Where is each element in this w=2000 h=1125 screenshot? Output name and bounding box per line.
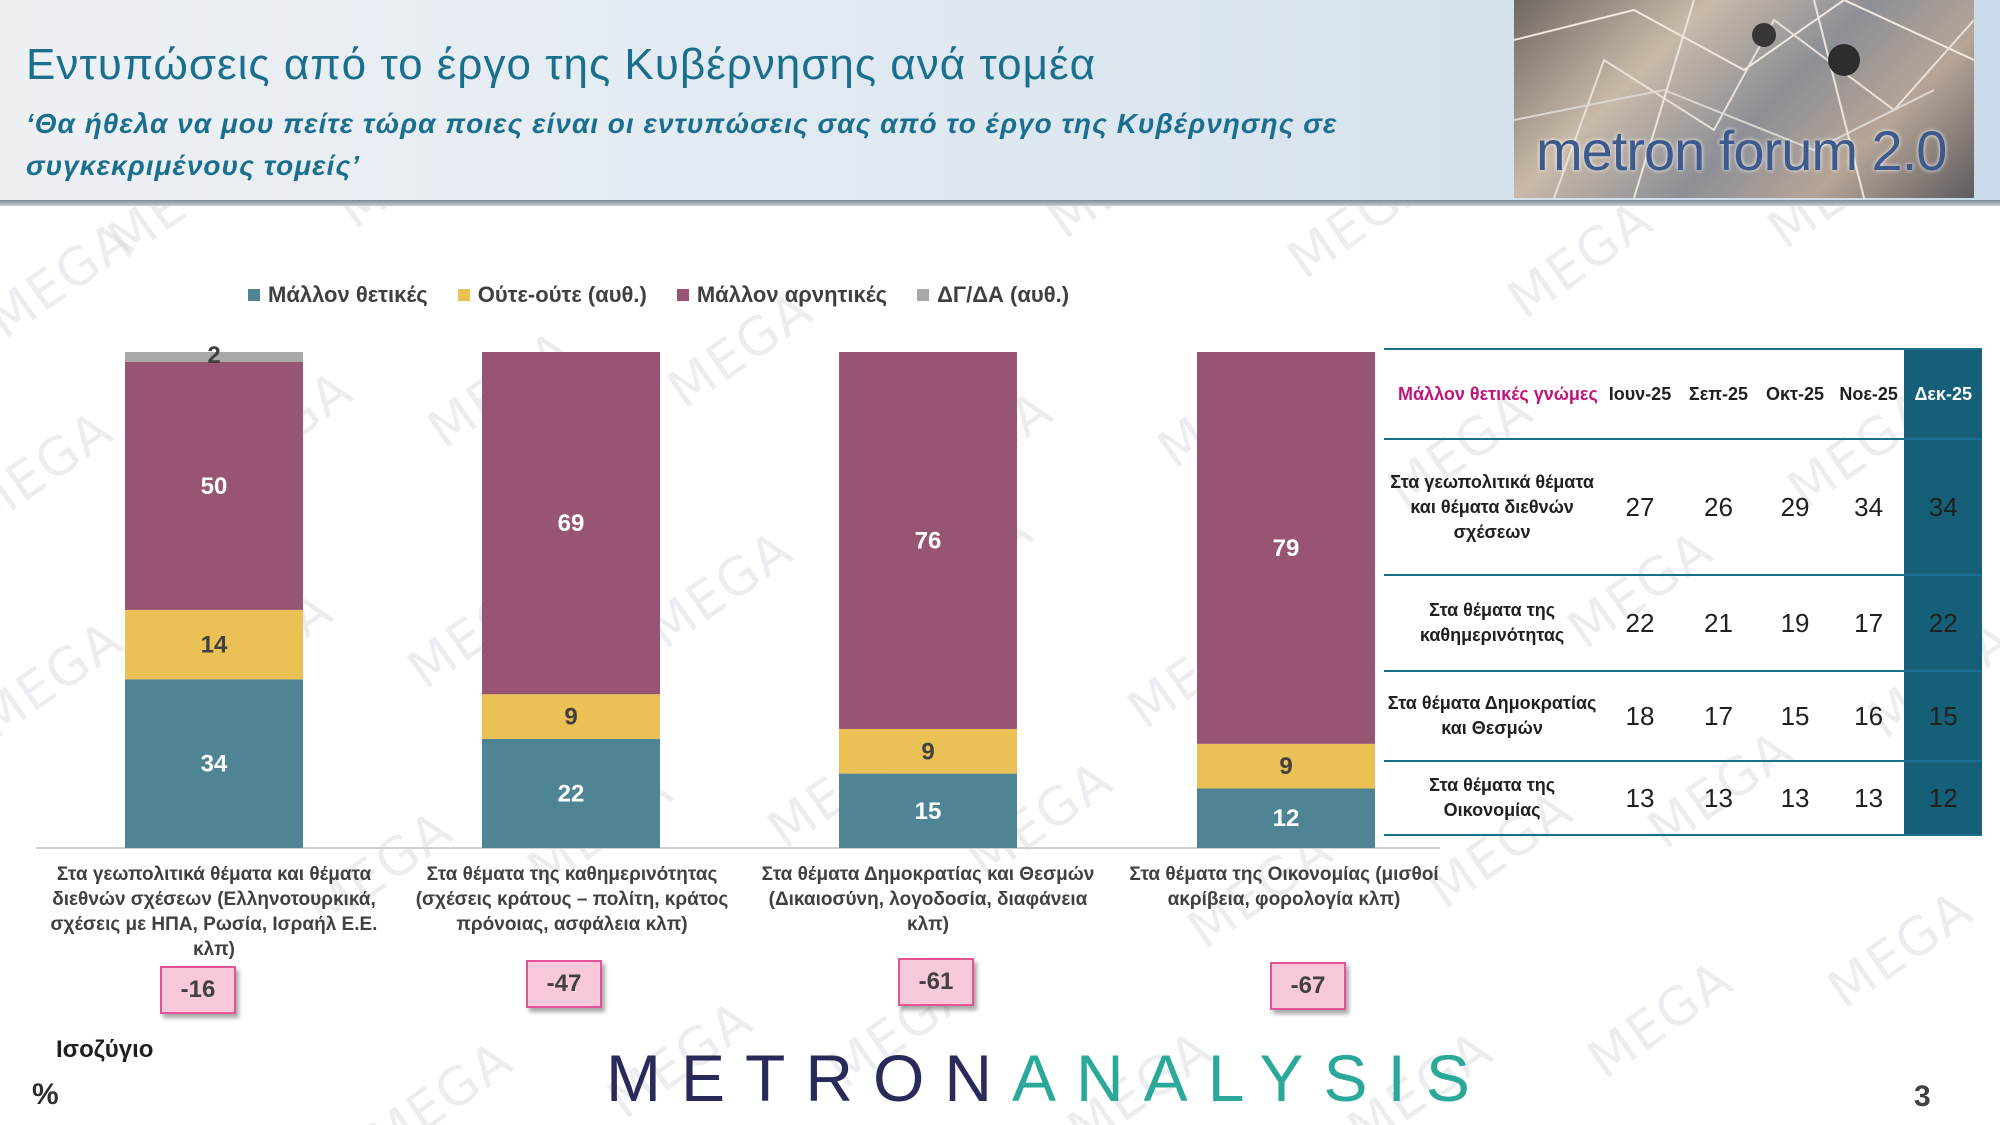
trend-cell: 19 [1757,575,1833,672]
table-row: Στα γεωπολιτικά θέματα και θέματα διεθνώ… [1384,439,1982,576]
trend-cell-latest: 34 [1904,439,1982,576]
logo-text: metron forum 2.0 [1536,119,1947,182]
trend-cell-latest: 12 [1904,761,1982,836]
category-label-everyday: Στα θέματα της καθημερινότητας (σχέσεις … [415,864,729,935]
category-label-democracy: Στα θέματα Δημοκρατίας και Θεσμών (Δικαι… [761,864,1095,935]
trend-cell: 17 [1679,671,1758,762]
table-row: Στα θέματα Δημοκρατίας και Θεσμών 18 17 … [1384,671,1982,762]
legend-item-neutral: Ούτε-ούτε (αυθ.) [457,282,647,308]
bar-data-label: 69 [558,510,585,537]
bar-segment [839,352,1017,729]
legend-label-neutral: Ούτε-ούτε (αυθ.) [477,282,647,307]
trend-row-label: Στα θέματα Δημοκρατίας και Θεσμών [1384,671,1601,762]
logo-geometric-pattern [1514,0,1974,198]
trend-cell: 15 [1757,671,1833,762]
trend-cell: 18 [1600,671,1680,762]
legend-swatch-neutral [457,289,470,301]
trend-cell: 13 [1679,761,1758,836]
bar-data-label: 12 [1273,805,1300,832]
bar-data-label: 9 [921,738,934,765]
trend-table: Μάλλον θετικές γνώμες Ιουν-25 Σεπ-25 Οκτ… [1384,348,1982,836]
bar-segment [1197,788,1375,848]
bar-data-label: 14 [201,632,228,659]
trend-row-label: Στα θέματα της Οικονομίας [1384,761,1601,836]
bar-data-label: 9 [564,704,577,731]
brand-part-2: ANALYSIS [1011,1041,1490,1115]
brand-part-1: METRON [606,1041,1012,1115]
bar-segment [125,352,303,362]
balance-box-everyday: -47 [526,960,602,1008]
trend-col-oct: Οκτ-25 [1757,348,1833,440]
trend-col-nov: Νοε-25 [1832,348,1905,440]
category-label-economy: Στα θέματα της Οικονομίας (μισθοί ακρίβε… [1129,864,1439,910]
bar-data-label: 22 [558,780,585,807]
bar-segment [1197,352,1375,744]
category-label-geopolitics: Στα γεωπολιτικά θέματα και θέματα διεθνώ… [50,864,378,960]
percent-unit-label: % [32,1078,59,1111]
bar-data-label: 50 [201,473,228,500]
legend-swatch-dk [917,289,930,301]
bar-segment [482,738,660,848]
bar-data-label: 9 [1279,753,1292,780]
trend-cell: 17 [1832,575,1905,672]
bar-data-label: 15 [915,798,942,825]
page-title: Εντυπώσεις από το έργο της Κυβέρνησης αν… [26,40,1097,89]
bar-data-label: 34 [201,751,228,778]
bar-data-label: 79 [1273,535,1300,562]
trend-col-jun: Ιουν-25 [1600,348,1680,440]
trend-cell: 22 [1600,575,1680,672]
trend-cell: 26 [1679,439,1758,576]
balance-box-economy: -67 [1270,962,1346,1010]
table-row: Στα θέματα της Οικονομίας 13 13 13 13 12 [1384,761,1982,836]
legend-swatch-positive [248,289,260,301]
trend-row-label: Στα θέματα της καθημερινότητας [1384,575,1601,672]
balance-title: Ισοζύγιο [56,1036,154,1063]
trend-cell-latest: 15 [1904,671,1982,762]
bar-segment [839,773,1017,848]
header-divider [0,200,2000,206]
balance-box-democracy: -61 [898,958,974,1006]
bar-data-label: 2 [207,342,220,369]
trend-cell: 13 [1832,761,1905,836]
page-number: 3 [1914,1080,1931,1113]
bar-segment [482,352,660,695]
balance-box-geopolitics: -16 [160,966,236,1014]
trend-cell: 16 [1832,671,1905,762]
legend-label-negative: Μάλλον αρνητικές [696,282,888,307]
page-subtitle: ‘Θα ήθελα να μου πείτε τώρα ποιες είναι … [26,108,1338,181]
bar-segment [839,728,1017,774]
table-row: Στα θέματα της καθημερινότητας 22 21 19 … [1384,575,1982,672]
bar-segment [1197,743,1375,789]
trend-table-corner: Μάλλον θετικές γνώμες [1384,348,1601,440]
legend-label-dk: ΔΓ/ΔΑ (αυθ.) [937,282,1070,307]
legend-item-positive: Μάλλον θετικές [248,282,428,308]
bar-segment [125,361,303,610]
trend-cell-latest: 22 [1904,575,1982,672]
trend-cell: 13 [1757,761,1833,836]
legend-item-negative: Μάλλον αρνητικές [676,282,888,308]
trend-cell: 21 [1679,575,1758,672]
bar-segment [125,679,303,848]
trend-cell: 29 [1757,439,1833,576]
trend-col-sep: Σεπ-25 [1679,348,1758,440]
legend-item-dk: ΔΓ/ΔΑ (αυθ.) [917,282,1069,308]
bar-segment [125,609,303,680]
metron-analysis-logo: METRONANALYSIS [606,1040,1490,1116]
trend-cell: 13 [1600,761,1680,836]
metron-forum-logo: metron forum 2.0 [1514,0,1974,198]
trend-table-corner-label: Μάλλον θετικές γνώμες [1398,384,1598,404]
bar-segment [482,694,660,739]
trend-row-label: Στα γεωπολιτικά θέματα και θέματα διεθνώ… [1384,439,1601,576]
trend-col-dec: Δεκ-25 [1904,348,1982,440]
legend-swatch-negative [676,289,689,301]
bar-data-label: 76 [915,527,942,554]
trend-table-header: Μάλλον θετικές γνώμες Ιουν-25 Σεπ-25 Οκτ… [1384,348,1982,440]
trend-cell: 27 [1600,439,1680,576]
legend-label-positive: Μάλλον θετικές [268,282,428,307]
trend-cell: 34 [1832,439,1905,576]
chart-legend: Μάλλον θετικές Ούτε-ούτε (αυθ.) Μάλλον α… [248,282,1069,308]
